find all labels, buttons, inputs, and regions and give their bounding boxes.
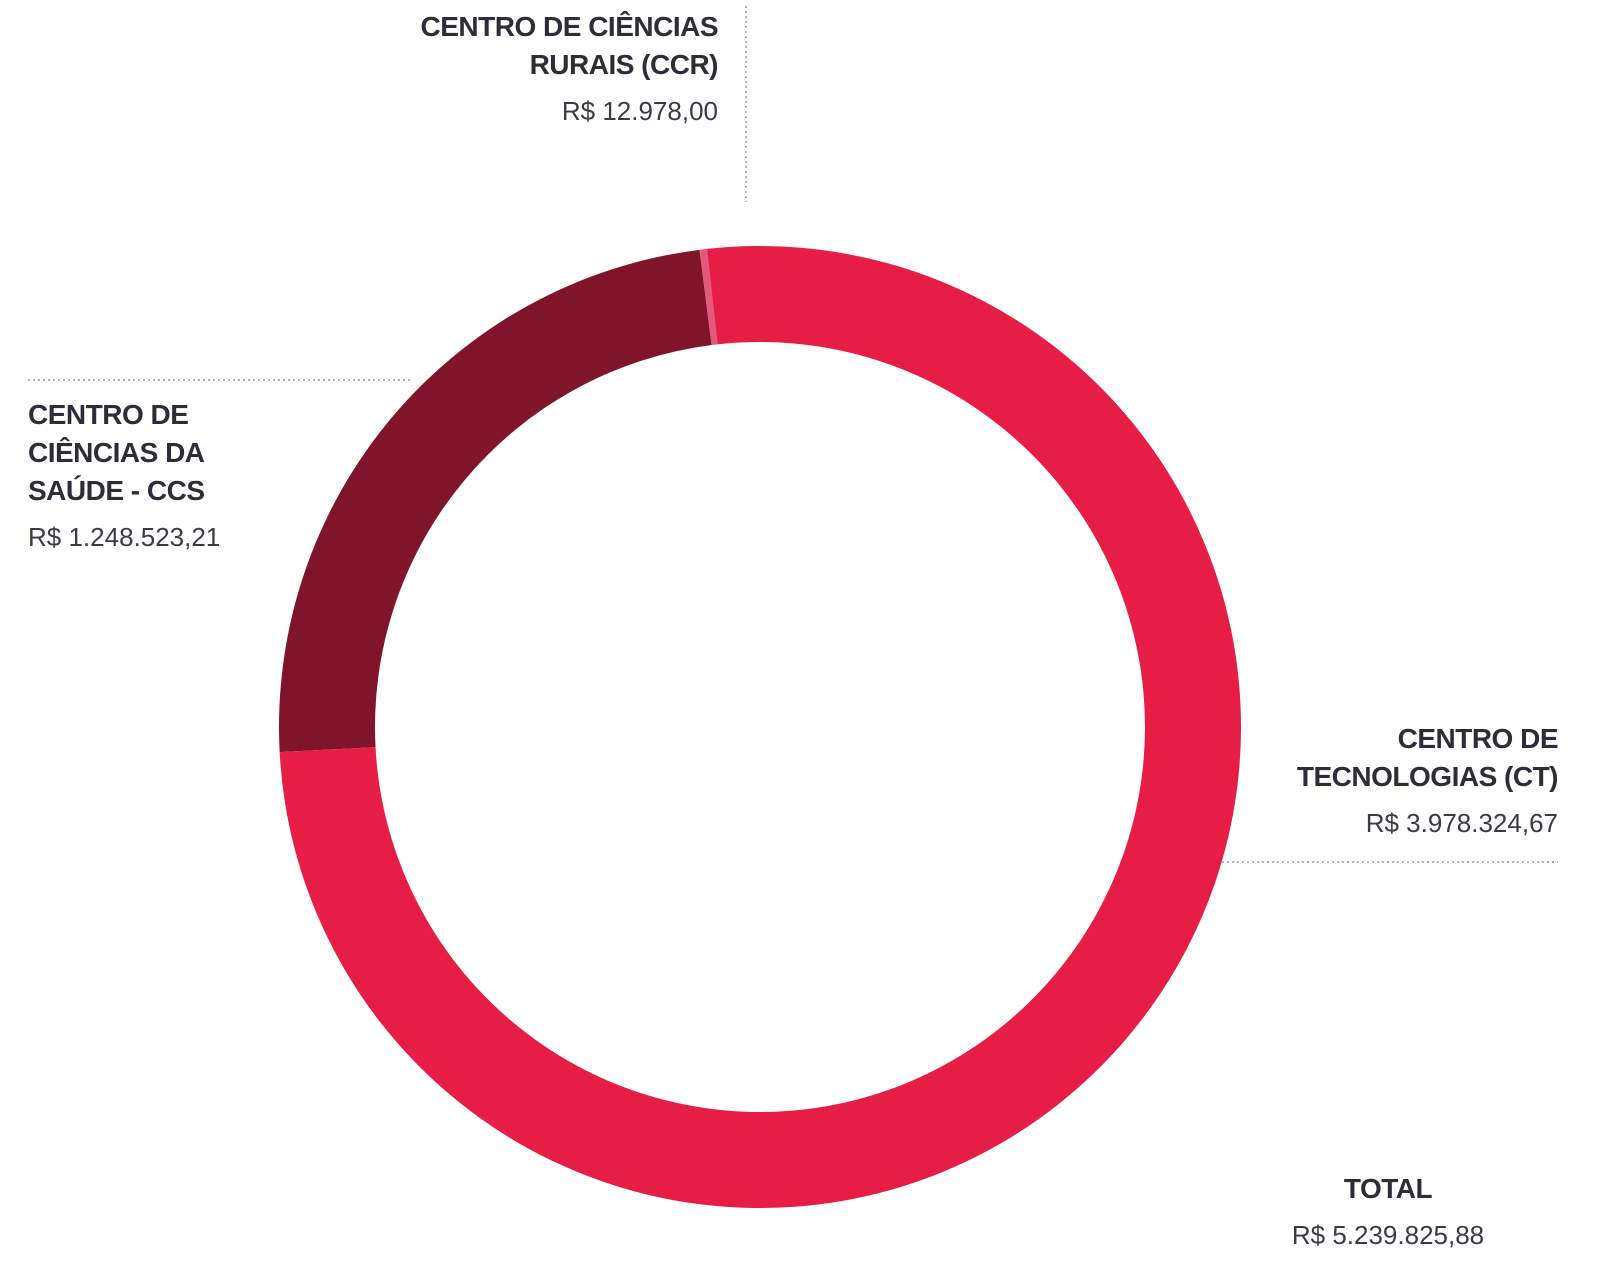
total-label: TOTAL (1343, 1173, 1433, 1204)
label-ccs: CENTRO DE CIÊNCIAS DA SAÚDE - CCS R$ 1.2… (28, 396, 253, 553)
label-ccr: CENTRO DE CIÊNCIAS RURAIS (CCR) R$ 12.97… (418, 8, 719, 127)
category-label: CENTRO DE CIÊNCIAS RURAIS (CCR) (420, 11, 719, 80)
donut-segment (278, 249, 712, 753)
category-label: CENTRO DE TECNOLOGIAS (CT) (1296, 723, 1559, 792)
label-ct: CENTRO DE TECNOLOGIAS (CT) R$ 3.978.324,… (1238, 720, 1559, 839)
value-label: R$ 1.248.523,21 (28, 522, 221, 552)
label-total: TOTAL R$ 5.239.825,88 (1238, 1170, 1538, 1251)
donut (278, 245, 1241, 1208)
value-label: R$ 12.978,00 (561, 96, 718, 126)
donut-segment (699, 248, 718, 346)
category-label: CENTRO DE CIÊNCIAS DA SAÚDE - CCS (28, 399, 205, 506)
total-value: R$ 5.239.825,88 (1291, 1220, 1485, 1250)
value-label: R$ 3.978.324,67 (1365, 808, 1558, 838)
